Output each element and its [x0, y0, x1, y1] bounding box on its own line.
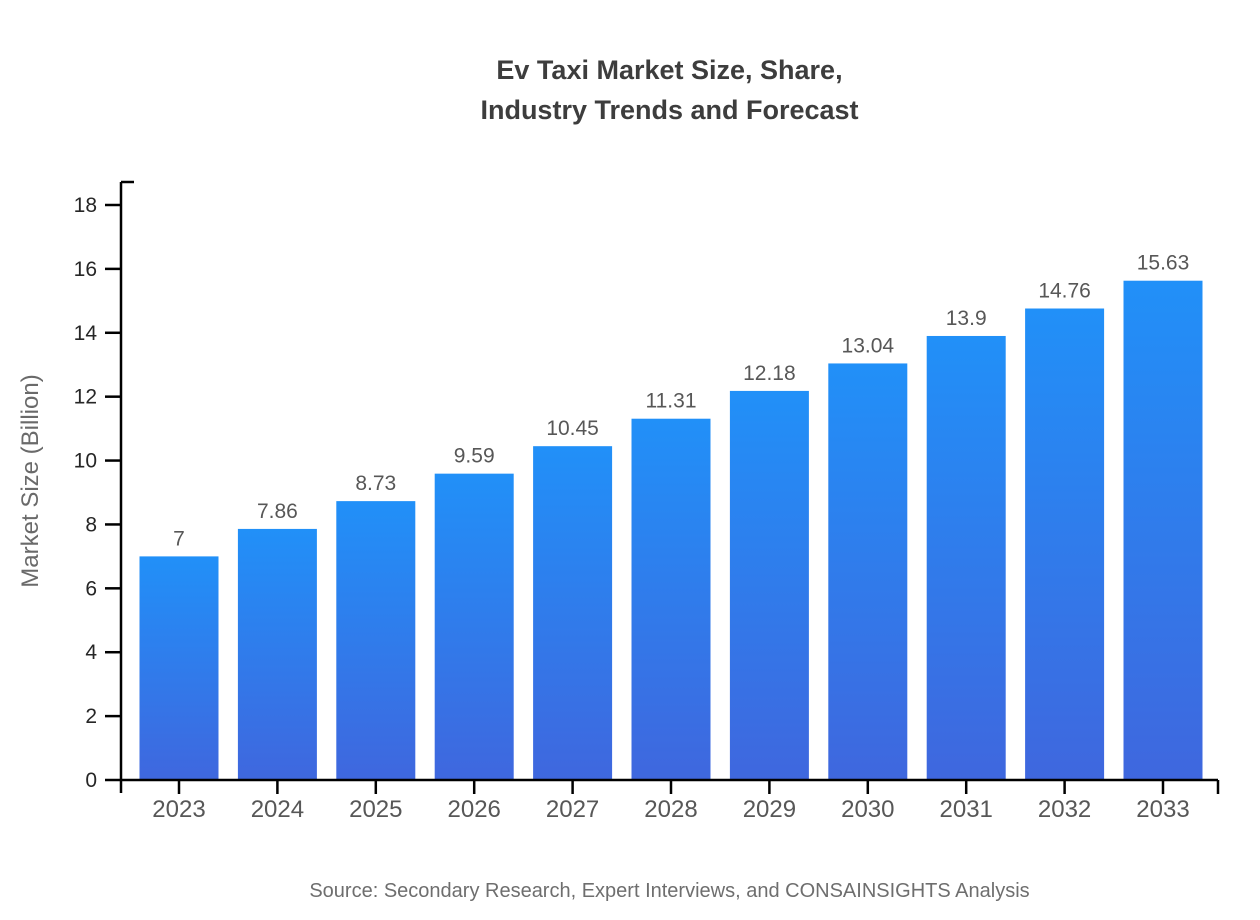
x-tick-label: 2027 — [546, 796, 599, 823]
x-tick-label: 2028 — [644, 796, 697, 823]
y-tick-label: 18 — [74, 194, 97, 217]
bar-value-label: 9.59 — [454, 445, 495, 468]
bar-value-label: 10.45 — [546, 417, 599, 440]
y-tick-label: 4 — [85, 641, 97, 664]
bar-value-label: 11.31 — [646, 390, 697, 413]
bar — [828, 363, 908, 780]
x-tick-label: 2032 — [1038, 796, 1091, 823]
bar-value-label: 14.76 — [1038, 280, 1091, 303]
bar-value-label: 12.18 — [743, 362, 796, 385]
y-tick-label: 8 — [85, 513, 97, 536]
x-tick-label: 2026 — [448, 796, 501, 823]
chart-title-line-1: Ev Taxi Market Size, Share, — [496, 55, 843, 85]
bar-value-label: 8.73 — [355, 472, 396, 495]
y-axis-title: Market Size (Billion) — [17, 374, 44, 587]
x-tick-label: 2024 — [251, 796, 304, 823]
bar — [237, 528, 317, 780]
bar-value-label: 7.86 — [257, 500, 298, 523]
bar-value-label: 13.9 — [946, 307, 987, 330]
chart-title: Ev Taxi Market Size, Share, Industry Tre… — [121, 50, 1218, 130]
bar — [926, 335, 1006, 780]
bar — [1123, 280, 1203, 780]
bar — [336, 501, 416, 780]
y-tick-label: 2 — [85, 705, 97, 728]
y-tick-label: 6 — [85, 577, 97, 600]
bar — [434, 473, 514, 780]
x-tick-label: 2023 — [152, 796, 205, 823]
x-tick-label: 2030 — [841, 796, 894, 823]
bar — [139, 556, 219, 780]
y-tick-label: 10 — [74, 450, 97, 473]
x-tick-label: 2029 — [743, 796, 796, 823]
x-tick-label: 2031 — [940, 796, 993, 823]
y-tick-label: 12 — [74, 386, 97, 409]
chart-title-line-2: Industry Trends and Forecast — [480, 95, 859, 125]
bar-value-label: 15.63 — [1137, 252, 1190, 275]
x-tick-label: 2025 — [349, 796, 402, 823]
bar-value-label: 7 — [173, 527, 185, 550]
source-attribution: Source: Secondary Research, Expert Inter… — [309, 880, 1030, 902]
y-tick-label: 0 — [85, 769, 97, 792]
x-tick-label: 2033 — [1136, 796, 1189, 823]
bar-value-label: 13.04 — [842, 334, 895, 357]
y-tick-label: 14 — [74, 322, 98, 345]
bar — [533, 446, 613, 780]
y-tick-label: 16 — [74, 258, 97, 281]
bar — [1025, 308, 1105, 780]
bar — [631, 418, 711, 780]
bar — [729, 390, 809, 780]
